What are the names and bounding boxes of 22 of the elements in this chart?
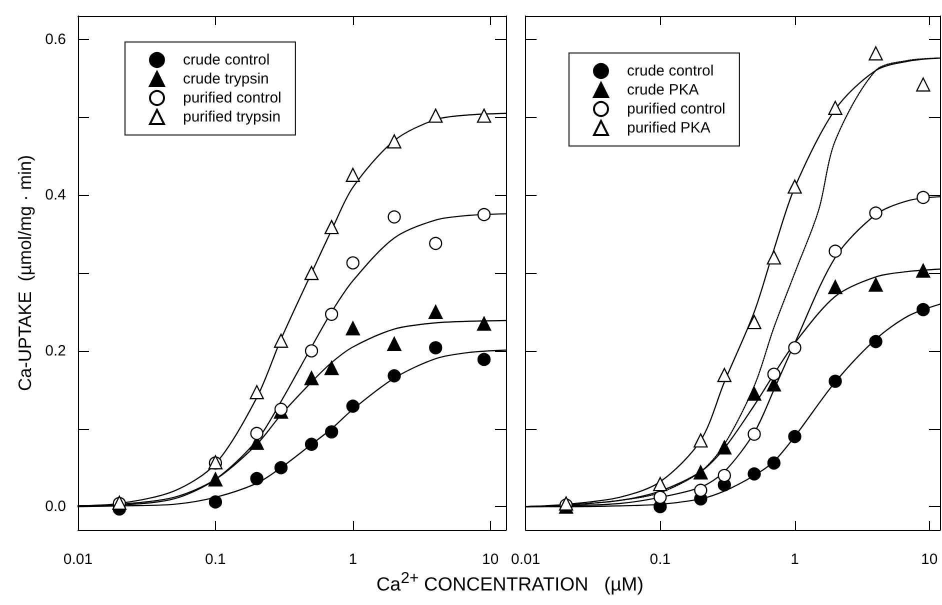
y-axis-title: Ca-UPTAKE (µmol/mg · min) [15,154,36,392]
x-tick-label: 0.1 [650,551,671,568]
y-tick-label: 0.4 [45,186,66,204]
y-tick-label: 0.0 [45,498,66,516]
legend-label: crude control [627,62,714,80]
x-tick-label: 0.01 [63,551,93,568]
x-tick-label: 0.1 [205,551,226,568]
legend-label: crude control [183,52,270,68]
legend-label: purified control [183,90,282,106]
legend-label: crude trypsin [183,70,269,88]
x-tick-label: 1 [348,551,358,568]
legend-label: crude PKA [627,82,699,98]
x-tick-label: 1 [790,551,799,568]
y-tick-label: 0.6 [45,30,66,48]
x-tick-label: 0.01 [510,551,540,568]
legend-label: purified PKA [627,120,710,136]
legend-label: purified control [627,100,726,118]
legend-label: purified trypsin [183,108,281,126]
x-tick-label: 10 [482,551,499,568]
x-tick-label: 10 [921,551,938,568]
y-tick-label: 0.2 [45,342,66,360]
x-axis-title: Ca$^{2+}$ CONCENTRATION (µM) [375,570,645,596]
